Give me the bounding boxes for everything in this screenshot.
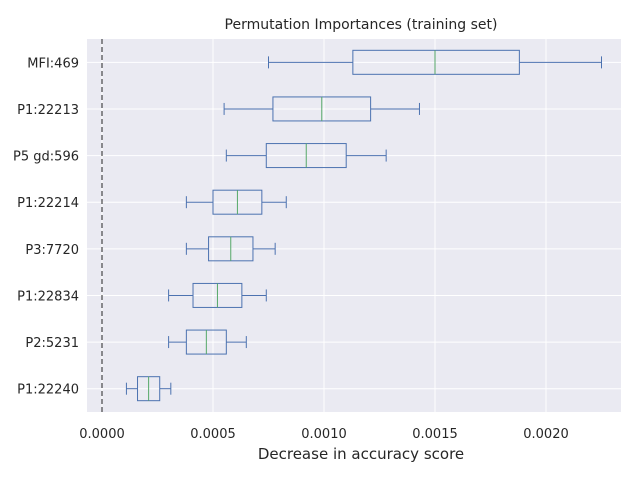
- x-axis-tick-labels: 0.0000 0.0005 0.0010 0.0015 0.0020: [79, 427, 569, 442]
- box-p1-22213: [223, 96, 420, 122]
- y-tick-label: P1:22214: [17, 196, 79, 211]
- plot-area: [87, 39, 621, 412]
- box-p1-22214: [185, 189, 287, 215]
- y-tick-label: MFI:469: [27, 56, 79, 71]
- x-tick-label: 0.0010: [301, 427, 347, 442]
- box-mfi-469: [268, 49, 602, 75]
- y-tick-label: P1:22240: [17, 383, 79, 398]
- y-tick-label: P3:7720: [25, 243, 79, 258]
- box-series: [125, 49, 602, 402]
- box-p1-22240: [125, 376, 172, 402]
- iqr-box: [352, 49, 520, 75]
- x-tick-label: 0.0000: [79, 427, 125, 442]
- x-tick-label: 0.0020: [523, 427, 569, 442]
- y-tick-label: P2:5231: [25, 336, 79, 351]
- box-p2-5231: [168, 329, 247, 355]
- box-p1-22834: [168, 282, 267, 308]
- box-p5-gd-596: [225, 143, 387, 169]
- y-tick-label: P1:22834: [17, 289, 79, 304]
- chart-title: Permutation Importances (training set): [225, 17, 498, 33]
- box-p3-7720: [185, 236, 276, 262]
- y-tick-label: P5 gd:596: [13, 150, 79, 165]
- y-tick-label: P1:22213: [17, 103, 79, 118]
- y-axis-tick-labels: MFI:469 P1:22213 P5 gd:596 P1:22214 P3:7720 P…: [13, 56, 79, 397]
- x-axis-label: Decrease in accuracy score: [258, 445, 464, 463]
- x-tick-label: 0.0005: [190, 427, 236, 442]
- x-tick-label: 0.0015: [412, 427, 458, 442]
